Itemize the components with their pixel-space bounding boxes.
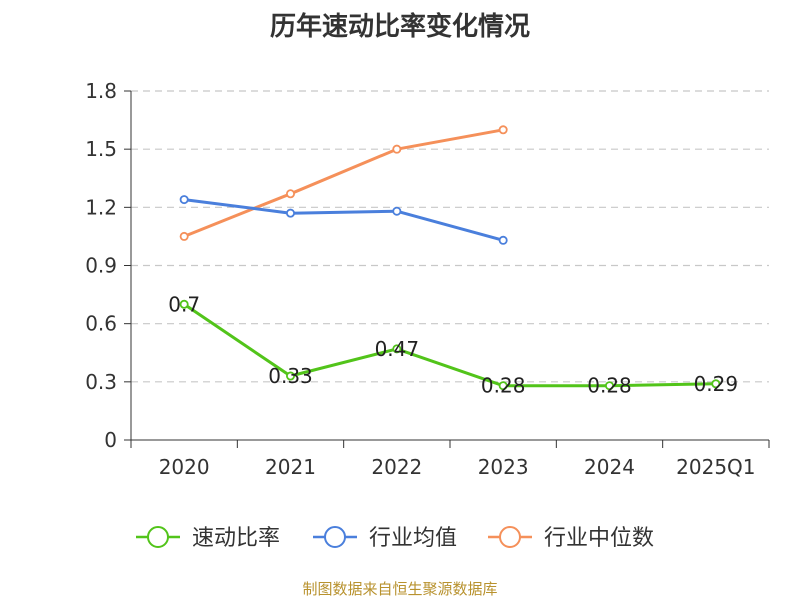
data-label: 0.47 <box>375 337 420 361</box>
series-line-速动比率 <box>182 302 718 388</box>
data-point <box>711 379 721 389</box>
x-tick-label: 2020 <box>159 455 210 479</box>
data-label: 0.33 <box>268 364 313 388</box>
legend-item[interactable]: 行业均值 <box>313 526 457 551</box>
legend-item[interactable]: 速动比率 <box>136 526 280 551</box>
data-label: 0.29 <box>694 372 739 396</box>
legend-swatch-marker <box>324 526 346 548</box>
x-tick-label: 2021 <box>265 455 316 479</box>
x-tick-label: 2023 <box>478 455 529 479</box>
y-tick-label: 0.3 <box>85 370 117 394</box>
source-note: 制图数据来自恒生聚源数据库 <box>302 580 498 598</box>
series-line-行业中位数 <box>182 128 505 238</box>
data-point <box>392 344 402 354</box>
data-labels: 0.7 0.33 0.47 0.28 0.28 0.29 <box>168 292 738 397</box>
data-point <box>498 125 508 135</box>
grid-lines <box>131 90 769 383</box>
data-label: 0.28 <box>481 374 526 398</box>
data-point <box>179 231 189 241</box>
legend: 速动比率 行业均值 行业中位数 <box>136 526 654 551</box>
y-tick-label: 1.8 <box>85 79 117 103</box>
data-point <box>179 195 189 205</box>
y-tick-label: 1.5 <box>85 137 117 161</box>
legend-label: 速动比率 <box>192 526 280 551</box>
data-point <box>179 299 189 309</box>
data-point <box>498 235 508 245</box>
legend-label: 行业中位数 <box>544 526 654 551</box>
legend-swatch-marker <box>499 526 521 548</box>
data-point <box>285 189 295 199</box>
y-tick-label: 0 <box>104 428 117 452</box>
data-label: 0.28 <box>587 374 632 398</box>
x-tick-label: 2022 <box>371 455 422 479</box>
data-point <box>605 381 615 391</box>
legend-swatch-marker <box>147 526 169 548</box>
data-point <box>392 206 402 216</box>
chart-title: 历年速动比率变化情况 <box>269 12 530 42</box>
y-tick-label: 0.9 <box>85 254 117 278</box>
y-tick-label: 1.2 <box>85 195 117 219</box>
x-tick-label: 2025Q1 <box>676 455 755 479</box>
axes: 0 0.3 0.6 0.9 1.2 1.5 1.8 2020 2021 2022 2023 2024 2… <box>85 79 770 479</box>
data-label: 0.7 <box>168 292 200 316</box>
legend-label: 行业均值 <box>369 526 457 551</box>
legend-item[interactable]: 行业中位数 <box>488 526 654 551</box>
data-point <box>285 371 295 381</box>
data-point <box>498 381 508 391</box>
series-line-行业均值 <box>182 198 505 242</box>
data-point <box>392 144 402 154</box>
y-tick-label: 0.6 <box>85 312 117 336</box>
data-point <box>285 208 295 218</box>
series-group <box>179 125 721 391</box>
x-tick-label: 2024 <box>584 455 635 479</box>
